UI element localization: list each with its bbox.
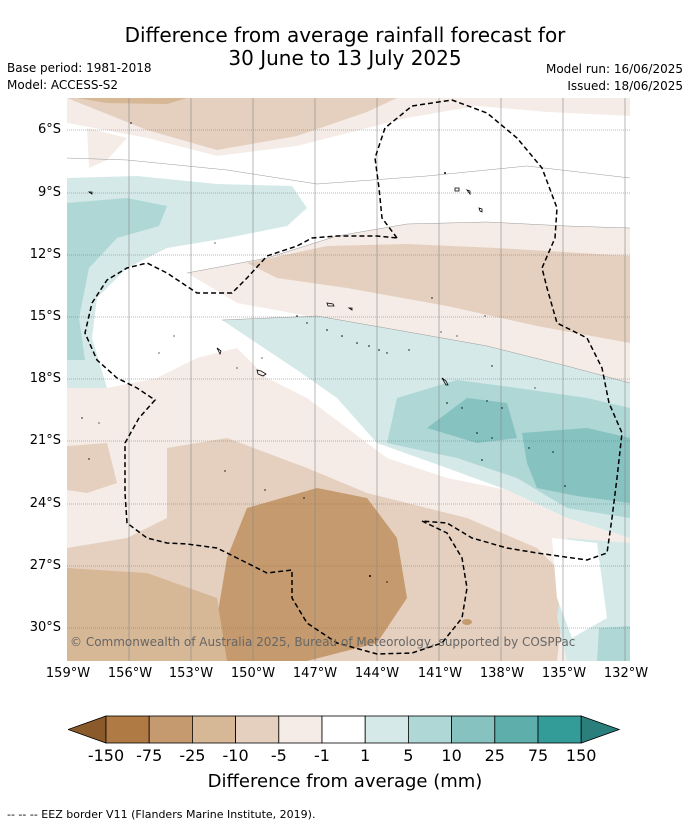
lon-label: 147°W — [292, 666, 338, 681]
lat-label: 12°S — [29, 247, 61, 262]
colorbar-tick-label: 1 — [360, 746, 371, 765]
map-canvas — [67, 98, 630, 661]
lat-label: 9°S — [37, 185, 61, 200]
colorbar — [68, 715, 621, 744]
lat-label: 18°S — [29, 371, 61, 386]
lon-label: 153°W — [168, 666, 214, 681]
title-line-2: 30 June to 13 July 2025 — [228, 46, 462, 70]
colorbar-tick-label: 75 — [527, 746, 549, 765]
model-text: Model: ACCESS-S2 — [7, 78, 119, 92]
eez-border — [84, 99, 623, 655]
colorbar-segment — [192, 715, 237, 744]
eez-legend: -- -- -- EEZ border V11 (Flanders Marine… — [7, 808, 316, 821]
lon-label: 150°W — [230, 666, 276, 681]
colorbar-segment — [364, 715, 409, 744]
title-line-1: Difference from average rainfall forecas… — [124, 23, 566, 47]
colorbar-tick-label: -5 — [270, 746, 287, 765]
colorbar-extend-high — [580, 715, 621, 744]
lon-label: 138°W — [479, 666, 525, 681]
lon-label: 132°W — [603, 666, 649, 681]
lon-label: 135°W — [541, 666, 587, 681]
colorbar-tick-label: 10 — [441, 746, 462, 765]
lat-label: 15°S — [29, 309, 61, 324]
colorbar-segment — [235, 715, 280, 744]
lat-label: 6°S — [37, 122, 61, 137]
metadata-left: Base period: 1981-2018 Model: ACCESS-S2 — [7, 60, 152, 94]
colorbar-tick-label: -25 — [179, 746, 206, 765]
colorbar-tick-label: 25 — [484, 746, 505, 765]
colorbar-segment — [105, 715, 150, 744]
base-period-text: Base period: 1981-2018 — [7, 61, 152, 75]
lon-label: 141°W — [417, 666, 463, 681]
colorbar-tick-label: -10 — [222, 746, 249, 765]
colorbar-tick-label: -150 — [87, 746, 125, 765]
region-top-dry-core — [67, 98, 397, 150]
lat-label: 27°S — [29, 558, 61, 573]
colorbar-segment — [148, 715, 193, 744]
lat-label: 24°S — [29, 496, 61, 511]
colorbar-segment — [407, 715, 452, 744]
lat-label: 30°S — [29, 620, 61, 635]
colorbar-extend-low — [68, 715, 107, 744]
island-outlines — [87, 187, 483, 386]
colorbar-tick-label: -75 — [136, 746, 163, 765]
colorbar-title: Difference from average (mm) — [207, 771, 483, 792]
colorbar-segment — [321, 715, 366, 744]
colorbar-segment — [537, 715, 582, 744]
metadata-right: Model run: 16/06/2025 Issued: 18/06/2025 — [546, 61, 683, 95]
colorbar-segment — [278, 715, 323, 744]
colorbar-segment — [494, 715, 539, 744]
lat-label: 21°S — [29, 433, 61, 448]
colorbar-tick-label: 150 — [565, 746, 597, 765]
model-run-text: Model run: 16/06/2025 — [545, 62, 683, 76]
issued-text: Issued: 18/06/2025 — [567, 79, 683, 93]
colorbar-tick-label: -1 — [314, 746, 330, 765]
lon-label: 156°W — [107, 666, 153, 681]
rainfall-map: © Commonwealth of Australia 2025, Bureau… — [67, 98, 630, 661]
colorbar-tick-label: 5 — [403, 746, 414, 765]
lon-label: 144°W — [354, 666, 400, 681]
colorbar-segment — [451, 715, 496, 744]
copyright-text: © Commonwealth of Australia 2025, Bureau… — [70, 635, 576, 649]
lon-label: 159°W — [45, 666, 91, 681]
map-title: Difference from average rainfall forecas… — [0, 24, 690, 70]
